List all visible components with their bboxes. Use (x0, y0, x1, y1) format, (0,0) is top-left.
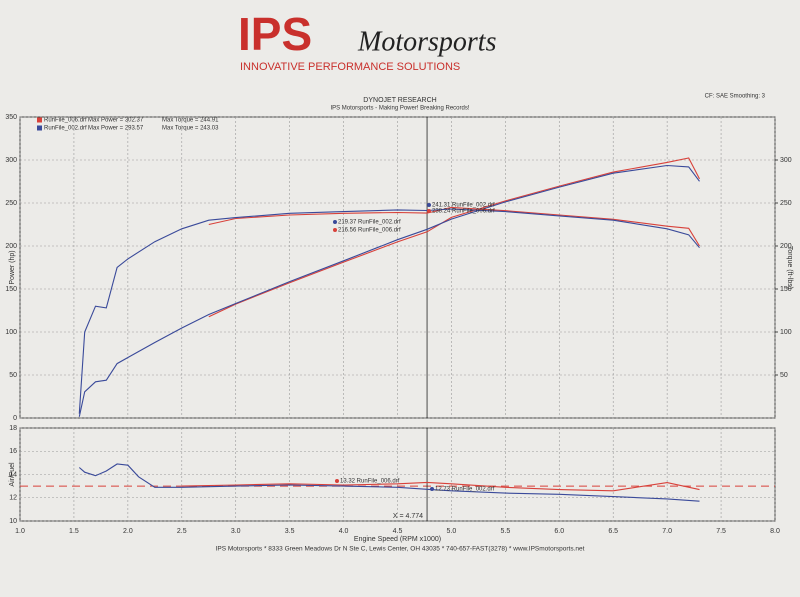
x-tick-label: 7.0 (662, 528, 672, 535)
x-axis-title: Engine Speed (RPM x1000) (354, 536, 441, 543)
x-tick-label: 5.0 (447, 528, 457, 535)
cursor-label: X = 4.774 (393, 513, 423, 520)
x-tick-label: 6.0 (554, 528, 564, 535)
series-line (181, 481, 700, 492)
cursor-value-label: 13.32 RunFile_006.drf (340, 479, 400, 485)
y-tick-label: 350 (5, 114, 17, 121)
y2-tick-label: 200 (780, 243, 792, 250)
x-tick-label: 3.0 (231, 528, 241, 535)
y-axis-title: Power (hp) (9, 250, 16, 284)
x-tick-label: 6.5 (608, 528, 618, 535)
legend-power: Max Power = 302.37 (88, 118, 144, 124)
legend-torque: Max Torque = 243.03 (162, 126, 219, 132)
cursor-value-label: 241.31 RunFile_002.drf (432, 203, 495, 209)
y2-tick-label: 250 (780, 200, 792, 207)
y-tick-label: 12 (9, 495, 17, 502)
cursor-dot (427, 203, 431, 207)
x-tick-label: 3.5 (285, 528, 295, 535)
footer: IPS Motorsports * 8333 Green Meadows Dr … (216, 546, 585, 553)
subtitle: IPS Motorsports - Making Power! Breaking… (330, 106, 469, 112)
y-tick-label: 50 (9, 372, 17, 379)
y-tick-label: 18 (9, 425, 17, 432)
y-tick-label: 100 (5, 329, 17, 336)
x-tick-label: 2.5 (177, 528, 187, 535)
x-tick-label: 8.0 (770, 528, 780, 535)
y-tick-label: 16 (9, 448, 17, 455)
y-tick-label: 150 (5, 286, 17, 293)
cursor-dot (335, 479, 339, 483)
y-tick-label: 14 (9, 471, 17, 478)
legend-swatch (37, 125, 42, 131)
y-tick-label: 10 (9, 518, 17, 525)
x-tick-label: 1.0 (15, 528, 25, 535)
x-tick-label: 7.5 (716, 528, 726, 535)
x-tick-label: 2.0 (123, 528, 133, 535)
series-line (78, 463, 700, 502)
series-line (208, 157, 700, 318)
y-tick-label: 250 (5, 200, 17, 207)
legend-name: RunFile_002.drf (44, 126, 87, 132)
legend-swatch (37, 117, 42, 123)
x-tick-label: 5.5 (500, 528, 510, 535)
brand: IPS (238, 8, 312, 60)
cursor-value-label: 219.37 RunFile_002.drf (338, 220, 401, 226)
brand-script: Motorsports (357, 26, 497, 57)
cursor-value-label: 238.24 RunFile_006.drf (432, 209, 495, 215)
y-tick-label: 0 (13, 415, 17, 422)
y2-tick-label: 50 (780, 372, 788, 379)
y2-tick-label: 150 (780, 286, 792, 293)
tagline: INNOVATIVE PERFORMANCE SOLUTIONS (240, 61, 460, 73)
y2-tick-label: 100 (780, 329, 792, 336)
cursor-dot (333, 220, 337, 224)
cursor-value-label: 216.56 RunFile_006.drf (338, 228, 401, 234)
cursor-dot (333, 228, 337, 232)
legend-power: Max Power = 293.57 (88, 126, 144, 132)
x-tick-label: 4.0 (339, 528, 349, 535)
series-line (78, 208, 700, 414)
y2-tick-label: 300 (780, 157, 792, 164)
y-tick-label: 300 (5, 157, 17, 164)
x-tick-label: 1.5 (69, 528, 79, 535)
legend-torque: Max Torque = 244.91 (162, 118, 219, 124)
title: DYNOJET RESEARCH (363, 97, 436, 104)
cursor-value-label: 12.73 RunFile_002.drf (435, 487, 495, 493)
cursor-dot (430, 487, 434, 491)
series-line (208, 206, 700, 247)
y-tick-label: 200 (5, 243, 17, 250)
x-tick-label: 4.5 (393, 528, 403, 535)
settings: CF: SAE Smoothing: 3 (705, 94, 766, 100)
cursor-dot (427, 209, 431, 213)
legend-name: RunFile_006.drf (44, 118, 87, 124)
y-axis-title: Air/Fuel (9, 462, 16, 487)
y2-axis-title: Torque (ft-lbs) (786, 246, 793, 289)
series-line (78, 164, 700, 417)
